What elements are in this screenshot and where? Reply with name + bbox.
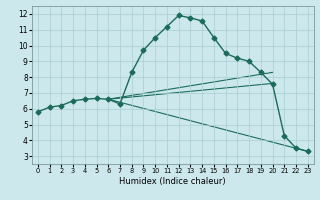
X-axis label: Humidex (Indice chaleur): Humidex (Indice chaleur) bbox=[119, 177, 226, 186]
